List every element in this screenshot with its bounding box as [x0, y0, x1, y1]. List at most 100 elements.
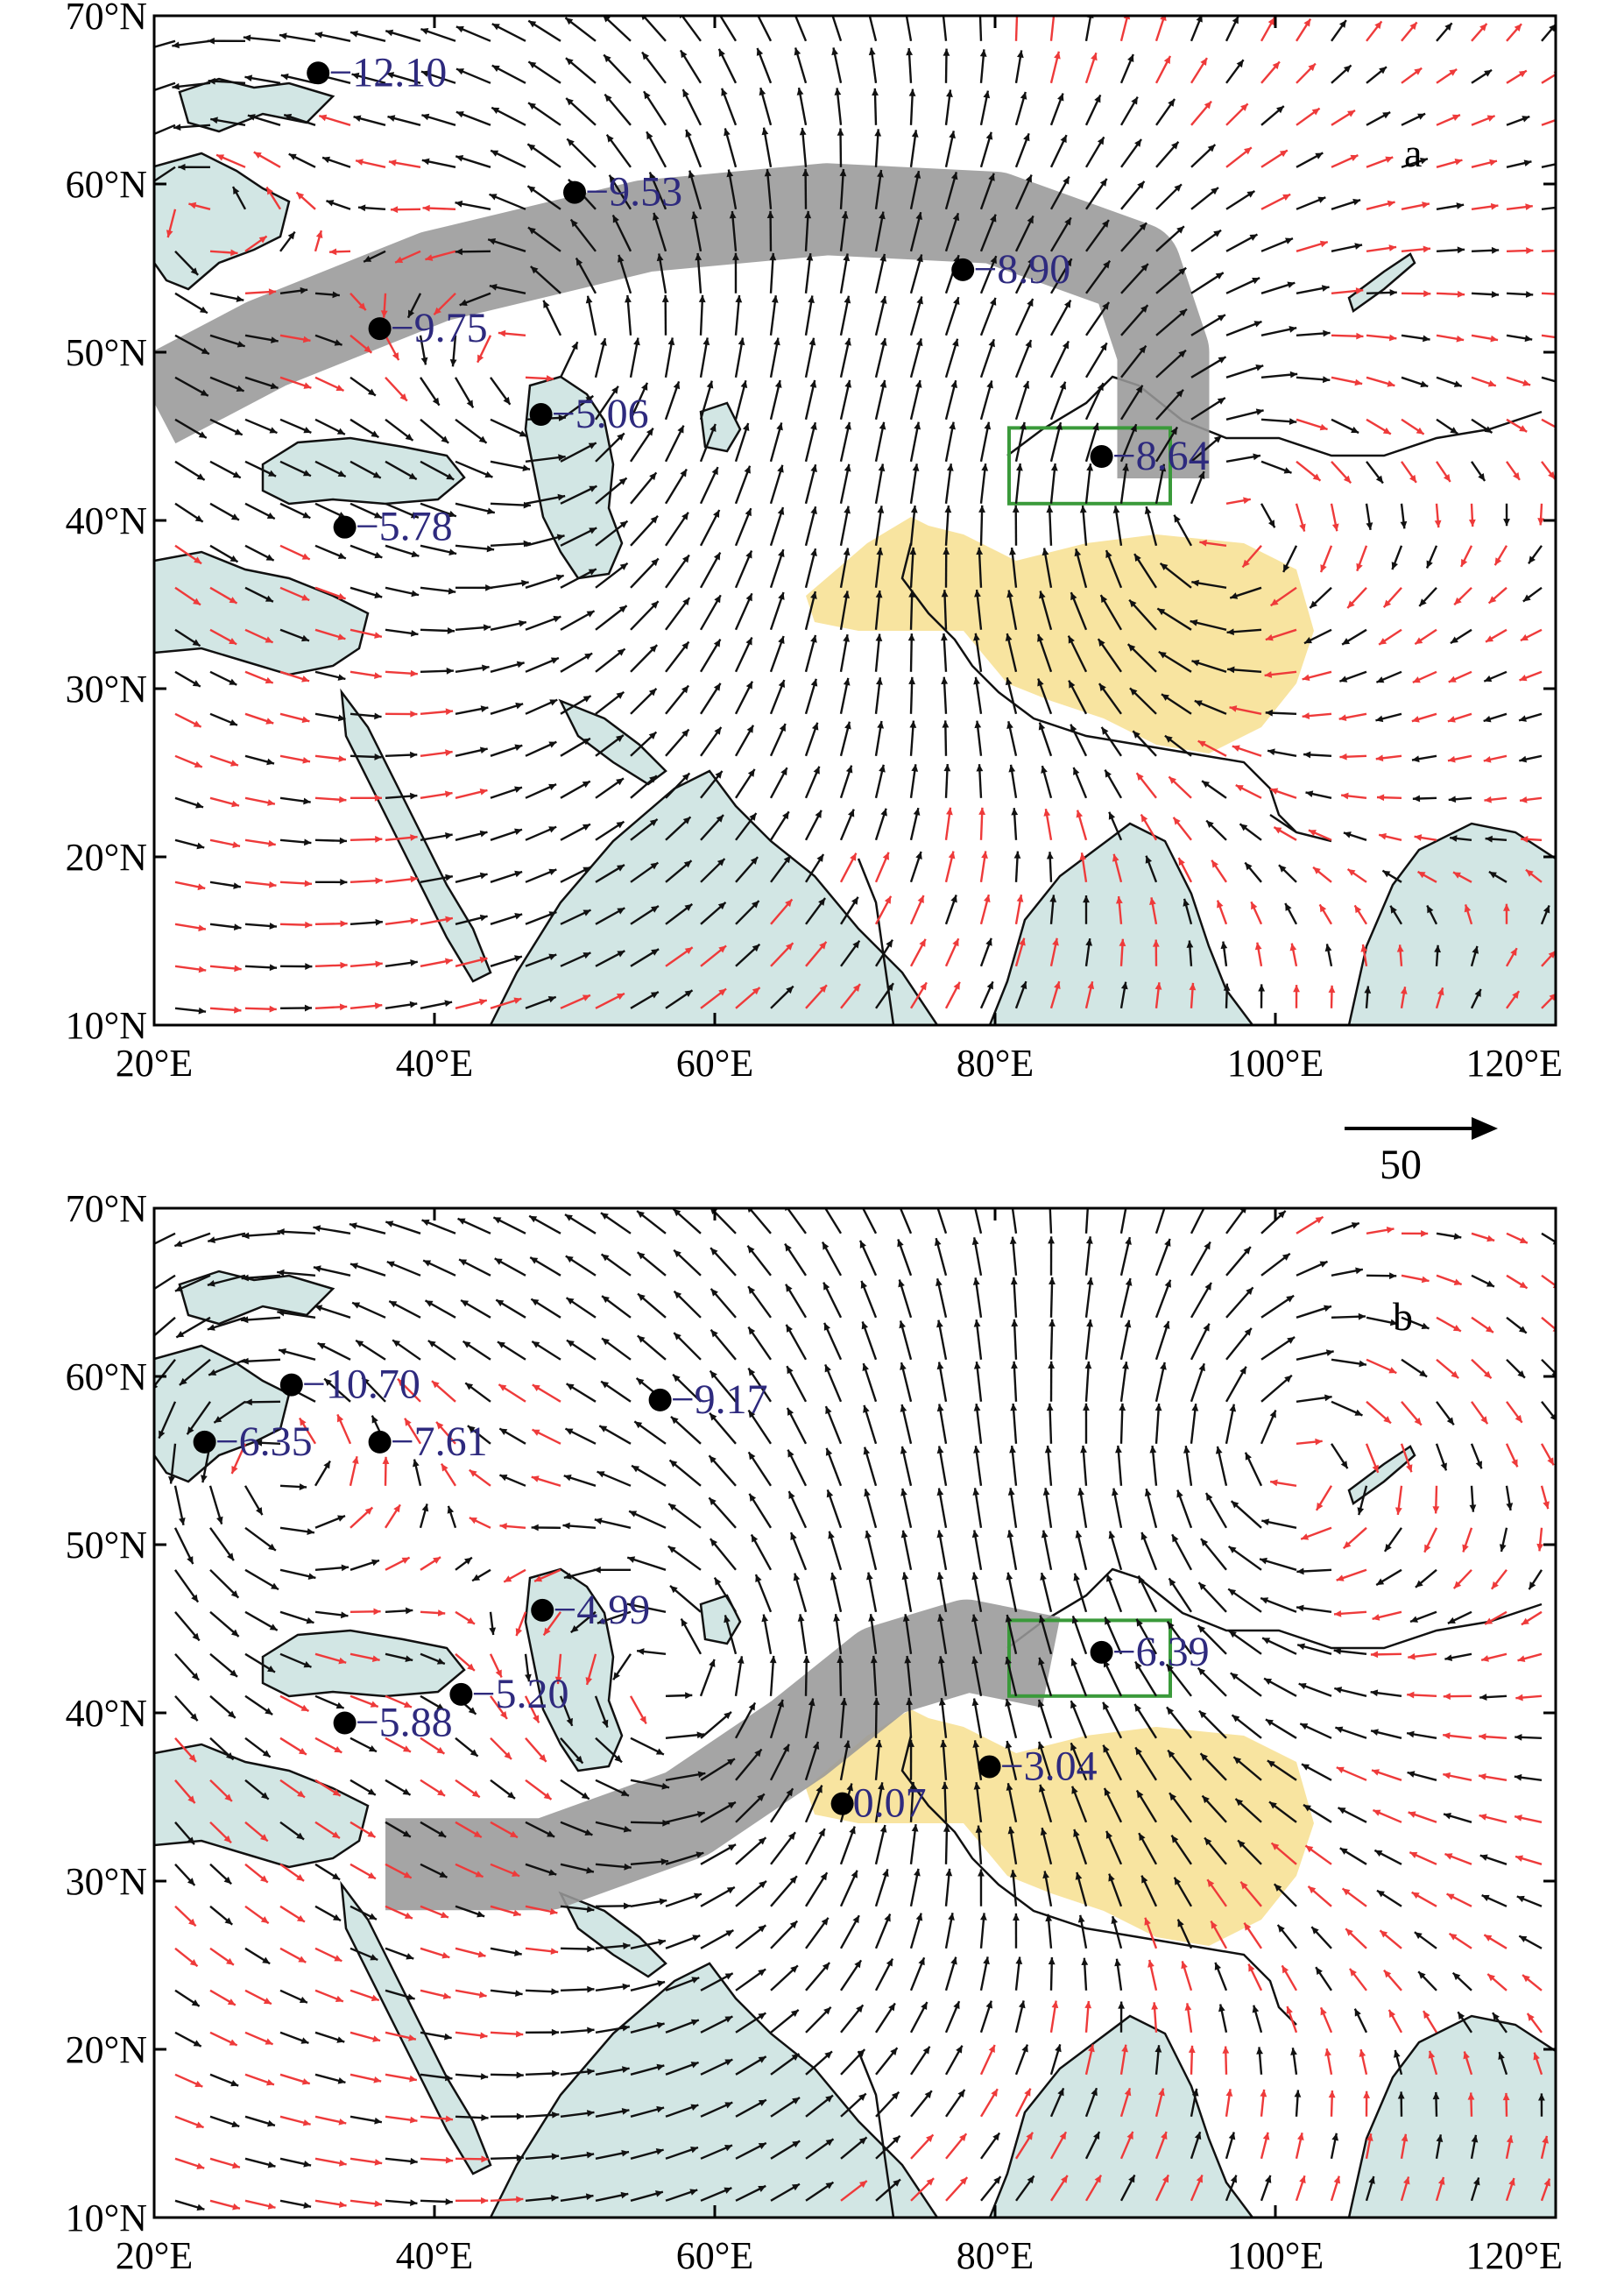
wind-vector	[529, 1256, 561, 1277]
wind-vector	[1189, 982, 1197, 1008]
wind-vector	[174, 460, 206, 481]
wind-vector	[1190, 397, 1226, 421]
wind-vector	[314, 796, 347, 803]
wind-vector	[1436, 114, 1461, 126]
lon-tick-label: 100°E	[1227, 2234, 1324, 2277]
wind-vector	[385, 460, 418, 481]
wind-vector	[565, 1297, 597, 1319]
wind-vector	[769, 591, 785, 631]
wind-vector	[1471, 68, 1493, 84]
wind-vector	[1383, 1969, 1402, 1991]
wind-vector	[1070, 1658, 1088, 1697]
wind-vector	[279, 460, 312, 478]
wind-vector	[1166, 1706, 1192, 1739]
wind-vector	[1190, 619, 1227, 631]
wind-vector	[1154, 1279, 1172, 1319]
wind-vector	[1126, 643, 1157, 673]
wind-vector	[420, 1863, 448, 1878]
wind-vector	[209, 1947, 235, 1966]
wind-vector	[709, 1369, 737, 1403]
reference-vector: 50	[1345, 1117, 1498, 1188]
country-borders	[857, 375, 1543, 1025]
wind-vector	[350, 30, 386, 42]
wind-vector	[700, 944, 727, 967]
wind-vector	[314, 2115, 347, 2126]
wind-vector	[909, 379, 922, 421]
wind-vector	[664, 337, 675, 378]
wind-vector	[734, 1701, 757, 1739]
wind-vector	[1067, 635, 1088, 673]
wind-vector	[840, 2048, 866, 2076]
wind-vector	[595, 992, 625, 1009]
black-sea	[261, 436, 466, 506]
wind-vector	[1294, 2090, 1302, 2117]
wind-vector	[1261, 1518, 1297, 1529]
wind-vector	[1084, 342, 1108, 378]
wind-vector	[1359, 2048, 1368, 2076]
wind-vector	[1463, 2051, 1473, 2076]
wind-vector	[174, 2157, 205, 2169]
wind-vector	[978, 1869, 985, 1906]
wind-vector	[1400, 2133, 1409, 2160]
wind-vector	[1165, 1663, 1192, 1697]
wind-vector	[207, 37, 246, 45]
wind-vector	[455, 1652, 476, 1672]
wind-vector	[979, 894, 991, 925]
wind-vector	[542, 300, 562, 336]
wind-vector	[314, 2157, 347, 2167]
wind-vector	[1479, 1854, 1507, 1865]
wind-vector	[665, 728, 690, 757]
wind-vector	[665, 1851, 704, 1865]
wind-vector	[1471, 461, 1486, 482]
wind-vector	[1401, 67, 1423, 84]
wind-vector	[1152, 939, 1160, 966]
wind-vector	[565, 57, 597, 84]
lat-tick-label: 20°N	[66, 836, 147, 879]
white-sea	[178, 1270, 335, 1326]
wind-vector	[1269, 788, 1297, 799]
wind-vector	[1154, 2174, 1170, 2202]
wind-vector	[1049, 1208, 1053, 1234]
wind-vector	[1514, 1814, 1543, 1823]
wind-vector	[979, 1956, 990, 1991]
wind-vector	[1312, 866, 1332, 883]
wind-vector	[1443, 1693, 1472, 1701]
wind-vector	[385, 1863, 413, 1879]
wind-vector	[665, 946, 694, 967]
wind-vector	[326, 200, 351, 210]
wind-vector	[174, 2199, 205, 2211]
wind-vector	[1149, 897, 1158, 925]
wind-vector	[350, 960, 383, 968]
wind-vector	[979, 214, 997, 252]
wind-vector	[174, 2073, 203, 2088]
wind-vector	[1014, 298, 1034, 336]
wind-vector	[840, 1959, 863, 1991]
wind-vector	[941, 590, 949, 630]
station-dot	[307, 61, 330, 85]
wind-vector	[1331, 19, 1347, 42]
wind-vector	[973, 1403, 983, 1444]
wind-vector	[944, 296, 960, 336]
wind-vector	[280, 73, 316, 84]
wind-vector	[209, 2157, 241, 2169]
wind-vector	[1366, 156, 1394, 168]
wind-vector	[471, 1568, 491, 1582]
wind-vector	[1506, 291, 1534, 298]
wind-vector	[154, 1232, 176, 1246]
wind-vector	[628, 1510, 667, 1529]
wind-vector	[1519, 796, 1543, 803]
wind-vector	[770, 1831, 796, 1865]
wind-vector	[350, 376, 377, 397]
wind-vector	[1108, 1531, 1123, 1571]
wind-vector	[665, 1692, 693, 1700]
wind-vector	[1119, 463, 1129, 504]
wind-vector	[563, 1568, 597, 1580]
wind-vector	[386, 1260, 421, 1277]
wind-vector	[665, 597, 691, 631]
wind-vector	[868, 1614, 878, 1654]
wind-vector	[1401, 1274, 1430, 1284]
wind-vector	[874, 547, 884, 588]
wind-vector	[1290, 2048, 1298, 2075]
wind-vector	[174, 1737, 197, 1763]
wind-vector	[1264, 670, 1297, 678]
